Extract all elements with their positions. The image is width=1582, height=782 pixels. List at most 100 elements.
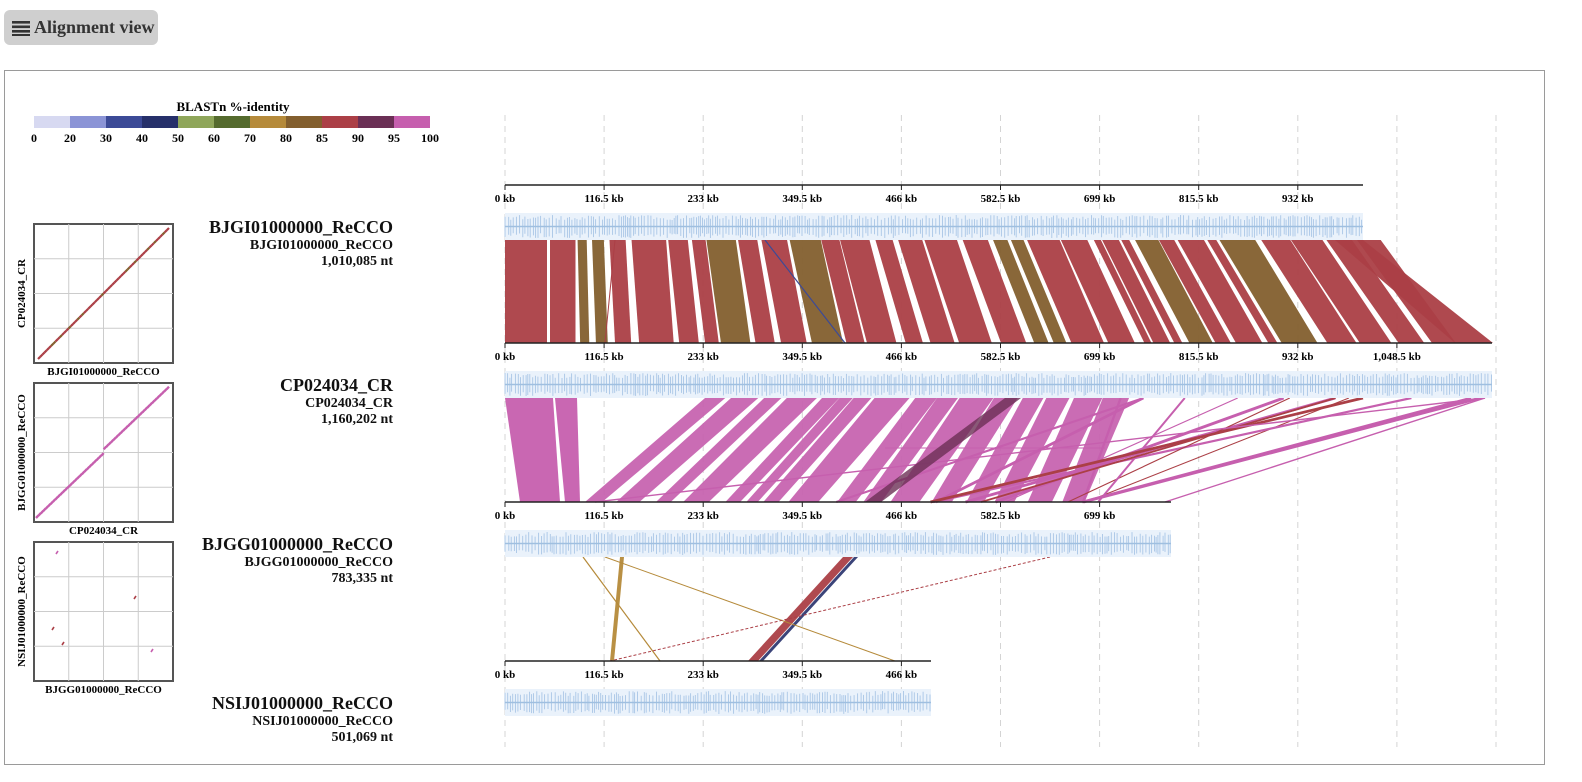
alignment-ribbon bbox=[865, 398, 1021, 502]
genome-length: 1,160,202 nt bbox=[321, 412, 393, 427]
dotplot-segment bbox=[114, 434, 120, 439]
alignment-ribbons bbox=[505, 239, 1493, 662]
dotplot-segment bbox=[100, 452, 105, 457]
dotplot-segment bbox=[133, 259, 138, 264]
dotplot-ylabel: NSIJ01000000_ReCCO bbox=[16, 556, 28, 667]
alignment-ribbon bbox=[994, 398, 1070, 502]
dotplot-segment bbox=[72, 321, 76, 325]
dotplot-segment bbox=[152, 240, 157, 245]
dotplot-segment bbox=[47, 503, 52, 508]
alignment-ribbon bbox=[840, 240, 897, 343]
alignment-ribbon bbox=[505, 398, 560, 502]
dotplot-segment bbox=[144, 249, 148, 253]
axis-tick-label: 0 kb bbox=[495, 193, 516, 205]
dotplot-segment bbox=[107, 441, 112, 446]
legend-tick-label: 0 bbox=[31, 131, 37, 145]
dotplot-segment bbox=[117, 432, 122, 437]
alignment-link bbox=[995, 396, 1285, 504]
genome-label-1[interactable]: BJGI01000000_ReCCO BJGI01000000_ReCCO 1,… bbox=[5, 217, 393, 270]
dotplot-segment bbox=[69, 323, 74, 328]
alignment-link bbox=[604, 239, 616, 344]
alignment-ribbon bbox=[738, 240, 775, 343]
alignment-ribbon bbox=[1121, 240, 1183, 343]
dotplot-segment bbox=[124, 268, 129, 273]
legend-swatch bbox=[106, 116, 142, 128]
dotplot-segment bbox=[102, 290, 107, 295]
alignment-ribbon bbox=[706, 240, 751, 343]
dotplot-segment bbox=[71, 479, 76, 485]
genome-subtitle: BJGG01000000_ReCCO bbox=[244, 555, 393, 570]
alignment-ribbon bbox=[1027, 398, 1103, 502]
axis-tick-label: 233 kb bbox=[687, 351, 719, 363]
dotplot-segment bbox=[141, 408, 146, 414]
dotplot-segment bbox=[80, 312, 85, 317]
dotplot-segment bbox=[93, 459, 98, 464]
alignment-ribbon bbox=[1326, 240, 1425, 343]
dotplot-segment bbox=[41, 351, 46, 356]
axis-tick-label: 233 kb bbox=[687, 669, 719, 681]
dotplot-segment bbox=[124, 425, 129, 430]
alignment-ribbon bbox=[837, 398, 937, 502]
axis-tick-label: 116.5 kb bbox=[585, 193, 624, 205]
legend-swatch bbox=[142, 116, 178, 128]
dotplot-segment bbox=[150, 648, 154, 653]
dotplot-segment bbox=[61, 641, 65, 646]
dotplot-segment bbox=[131, 262, 135, 266]
alignment-ribbon bbox=[668, 240, 699, 343]
alignment-view-toggle-button[interactable]: Alignment view bbox=[4, 10, 158, 45]
dotplot-segment bbox=[50, 342, 55, 347]
dotplot-segment bbox=[48, 345, 52, 349]
legend-tick-label: 70 bbox=[244, 131, 256, 145]
alignment-link bbox=[594, 397, 1486, 503]
alignment-ribbon bbox=[655, 398, 782, 502]
alignment-link bbox=[835, 396, 1144, 504]
dotplot-segment bbox=[56, 493, 62, 499]
dotplot-segment bbox=[133, 595, 137, 600]
axis-tick-label: 233 kb bbox=[687, 193, 719, 205]
legend-tick-label: 30 bbox=[100, 131, 112, 145]
dotplot-segment bbox=[131, 418, 137, 423]
axis-tick-label: 699 kb bbox=[1084, 193, 1116, 205]
alignment-ribbon bbox=[1010, 240, 1067, 343]
dotplot-segment bbox=[95, 456, 100, 462]
alignment-panel: BLASTn %-identity 0 20 30 40 50 60 70 80 85 90 95 1… bbox=[4, 70, 1545, 765]
alignment-ribbon bbox=[683, 398, 817, 502]
alignment-ribbon bbox=[616, 398, 759, 502]
axis-tick-label: 582.5 kb bbox=[981, 510, 1021, 522]
alignment-link bbox=[1081, 397, 1122, 503]
alignment-ribbon bbox=[1335, 240, 1493, 343]
legend-swatch bbox=[394, 116, 430, 128]
alignment-ribbon bbox=[1093, 240, 1152, 343]
axis-tick-label: 466 kb bbox=[886, 669, 918, 681]
genome-label-4[interactable]: NSIJ01000000_ReCCO NSIJ01000000_ReCCO 50… bbox=[5, 693, 393, 746]
gene-tracks bbox=[504, 213, 1492, 716]
kb-axes: 0 kb 116.5 kb 233 kb 349.5 kb 466 kb 582.5 kb… bbox=[495, 184, 1492, 681]
alignment-ribbon bbox=[1219, 240, 1318, 343]
dotplot-segment bbox=[76, 316, 81, 321]
dotplot-segment bbox=[44, 505, 49, 510]
alignment-ribbon bbox=[1158, 240, 1231, 343]
dotplot-segment bbox=[161, 231, 166, 236]
dotplot-segment bbox=[128, 264, 133, 269]
dotplot-segment bbox=[113, 279, 118, 284]
alignment-link bbox=[604, 556, 896, 662]
dotplot-segment bbox=[88, 463, 93, 469]
alignment-canvas: BLASTn %-identity 0 20 30 40 50 60 70 80 85 90 95 1… bbox=[16, 99, 1497, 747]
dotplots: BJGI01000000_ReCCO CP024034_CR CP024034_CR… bbox=[16, 223, 174, 696]
alignment-ribbon bbox=[555, 398, 580, 502]
axis-tick-label: 699 kb bbox=[1084, 351, 1116, 363]
dotplot-segment bbox=[61, 332, 65, 336]
dotplot-segment bbox=[61, 489, 66, 494]
axis-tick-label: 0 kb bbox=[495, 351, 516, 363]
dotplot-segment bbox=[112, 436, 117, 441]
dotplot-segment bbox=[111, 281, 116, 286]
dotplot-segment bbox=[139, 253, 144, 258]
genome-label-2[interactable]: CP024034_CR CP024034_CR 1,160,202 nt bbox=[5, 375, 393, 428]
genome-subtitle: CP024034_CR bbox=[305, 396, 393, 411]
dotplot-segment bbox=[91, 301, 96, 306]
genome-label-3[interactable]: BJGG01000000_ReCCO BJGG01000000_ReCCO 78… bbox=[5, 534, 393, 587]
alignment-ribbon bbox=[585, 398, 726, 502]
dotplot-segment bbox=[54, 496, 59, 501]
dotplot-segment bbox=[51, 626, 55, 631]
axis-tick-label: 466 kb bbox=[886, 193, 918, 205]
